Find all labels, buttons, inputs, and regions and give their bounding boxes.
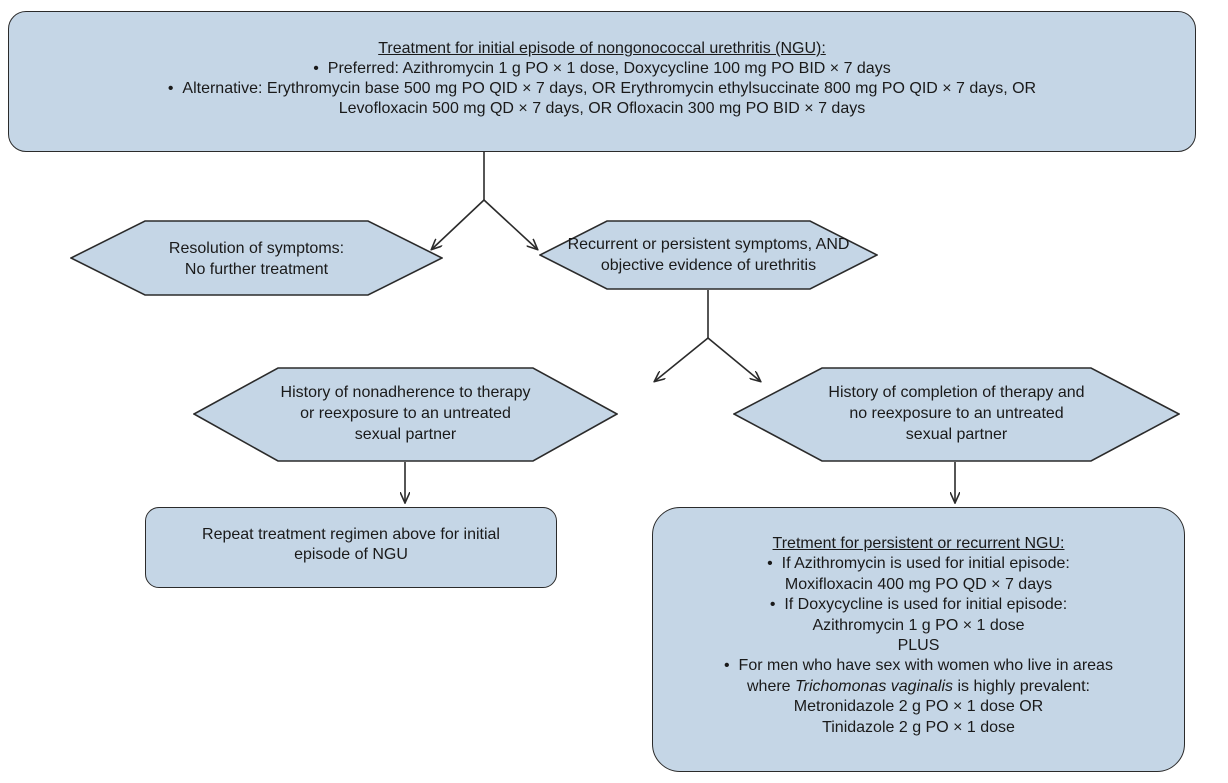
- arrow-to-resolution: [432, 199, 485, 249]
- msw-condition-line1: For men who have sex with women who live…: [653, 656, 1184, 676]
- hexagon-shape: [733, 367, 1180, 462]
- arrow-to-completion: [707, 337, 760, 381]
- hexagon-shape: [193, 367, 618, 462]
- msw-suffix: is highly prevalent:: [957, 677, 1090, 695]
- azithromycin-initial-condition: If Azithromycin is used for initial epis…: [653, 554, 1184, 574]
- nonadherence-hexagon: History of nonadherence to therapy or re…: [193, 367, 618, 462]
- completion-line1: History of completion of therapy and: [828, 384, 1085, 401]
- repeat-line1: Repeat treatment regimen above for initi…: [202, 526, 500, 543]
- repeat-treatment-box: Repeat treatment regimen above for initi…: [145, 507, 557, 588]
- preferred-regimen: Preferred: Azithromycin 1 g PO × 1 dose,…: [9, 59, 1195, 79]
- completion-line3: sexual partner: [905, 426, 1008, 443]
- hexagon-shape: [70, 220, 443, 296]
- trichomonas-organism: Trichomonas vaginalis: [795, 677, 954, 695]
- initial-treatment-title: Treatment for initial episode of nongono…: [378, 40, 826, 57]
- recurrent-line1: Recurrent or persistent symptoms, AND: [567, 236, 850, 253]
- alternative-regimen-line2: Levofloxacin 500 mg QD × 7 days, OR Oflo…: [338, 100, 866, 117]
- persistent-treatment-title: Tretment for persistent or recurrent NGU…: [772, 535, 1065, 552]
- resolution-line1: Resolution of symptoms:: [168, 240, 345, 257]
- metronidazole-regimen: Metronidazole 2 g PO × 1 dose OR: [793, 698, 1044, 716]
- nonadherence-line2: or reexposure to an untreated: [300, 405, 511, 422]
- tinidazole-regimen: Tinidazole 2 g PO × 1 dose: [822, 718, 1015, 736]
- completion-hexagon: History of completion of therapy and no …: [733, 367, 1180, 462]
- recurrent-line2: objective evidence of urethritis: [600, 257, 817, 274]
- azithromycin-regimen: Azithromycin 1 g PO × 1 dose: [812, 616, 1025, 634]
- alternative-regimen-line1: Alternative: Erythromycin base 500 mg PO…: [9, 79, 1195, 99]
- moxifloxacin-regimen: Moxifloxacin 400 mg PO QD × 7 days: [784, 575, 1053, 593]
- resolution-hexagon: Resolution of symptoms: No further treat…: [70, 220, 443, 296]
- doxycycline-initial-condition: If Doxycycline is used for initial episo…: [653, 595, 1184, 615]
- recurrent-symptoms-hexagon: Recurrent or persistent symptoms, AND ob…: [539, 220, 878, 290]
- hexagon-shape: [539, 220, 878, 290]
- resolution-line2: No further treatment: [184, 261, 329, 278]
- repeat-line2: episode of NGU: [294, 546, 408, 563]
- arrow-to-recurrent: [483, 199, 537, 249]
- plus-label: PLUS: [897, 637, 940, 655]
- arrow-to-nonadherence: [655, 337, 709, 381]
- msw-condition-line2: where Trichomonas vaginalis is highly pr…: [653, 677, 1184, 697]
- nonadherence-line3: sexual partner: [354, 426, 457, 443]
- persistent-treatment-box: Tretment for persistent or recurrent NGU…: [652, 507, 1185, 772]
- initial-treatment-box: Treatment for initial episode of nongono…: [8, 11, 1196, 152]
- completion-line2: no reexposure to an untreated: [849, 405, 1064, 422]
- msw-prefix: where: [747, 677, 791, 695]
- nonadherence-line1: History of nonadherence to therapy: [280, 384, 531, 401]
